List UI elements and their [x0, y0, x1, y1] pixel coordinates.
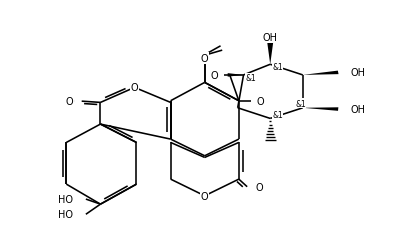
Text: HO: HO: [58, 209, 73, 219]
Text: OH: OH: [351, 105, 366, 115]
Polygon shape: [303, 71, 339, 76]
Text: O: O: [201, 54, 208, 64]
Text: O: O: [201, 54, 208, 64]
Text: &1: &1: [272, 63, 283, 72]
Text: O: O: [201, 191, 208, 201]
Polygon shape: [267, 44, 273, 65]
Text: O: O: [131, 83, 138, 93]
Text: &1: &1: [272, 111, 283, 120]
Text: OH: OH: [263, 33, 278, 43]
Polygon shape: [303, 108, 338, 111]
Text: O: O: [211, 71, 219, 81]
Polygon shape: [228, 74, 244, 77]
Text: &1: &1: [295, 99, 306, 108]
Text: O: O: [201, 53, 208, 64]
Text: OH: OH: [351, 68, 366, 78]
Text: O: O: [131, 83, 138, 93]
Text: O: O: [201, 191, 208, 201]
Text: O: O: [66, 97, 73, 107]
Text: O: O: [255, 182, 262, 192]
Text: HO: HO: [58, 194, 73, 204]
Text: O: O: [211, 71, 219, 81]
Text: &1: &1: [246, 74, 256, 83]
Text: O: O: [67, 97, 74, 107]
Text: O: O: [256, 182, 263, 192]
Text: O: O: [256, 96, 264, 106]
